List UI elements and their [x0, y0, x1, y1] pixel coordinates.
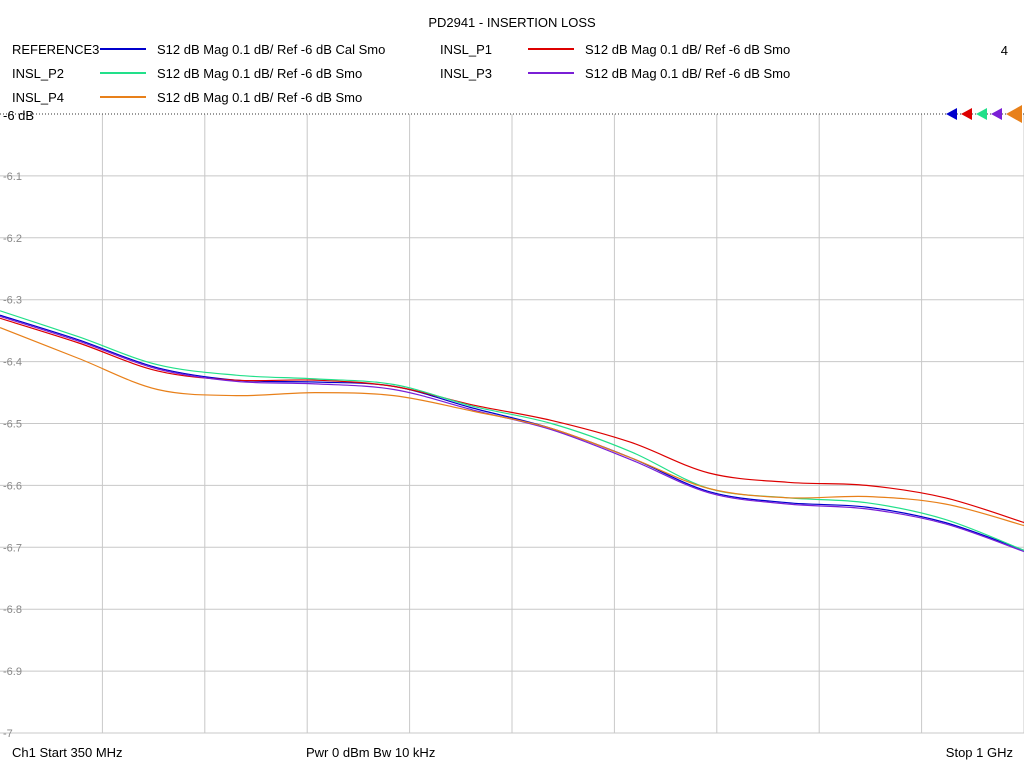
y-tick-label: -6.4 [3, 357, 22, 369]
ref-marker [961, 108, 972, 120]
y-tick-label: -6.9 [3, 666, 22, 678]
legend-series-name: INSL_P1 [440, 42, 492, 57]
trace-line [0, 317, 1024, 524]
y-tick-label: -6.8 [3, 604, 22, 616]
legend-series-name: INSL_P4 [12, 90, 64, 105]
legend-series-desc: S12 dB Mag 0.1 dB/ Ref -6 dB Smo [157, 66, 362, 81]
legend-series-desc: S12 dB Mag 0.1 dB/ Ref -6 dB Smo [585, 42, 790, 57]
y-tick-label: -6.5 [3, 419, 22, 431]
legend-series-desc: S12 dB Mag 0.1 dB/ Ref -6 dB Smo [157, 90, 362, 105]
chart-title: PD2941 - INSERTION LOSS [428, 15, 596, 30]
trace-line [0, 314, 1024, 551]
y-tick-label: -6.1 [3, 171, 22, 183]
footer-stop: Stop 1 GHz [946, 745, 1013, 760]
ref-marker [1006, 105, 1022, 123]
y-tick-label: -6.2 [3, 233, 22, 245]
footer-center: Pwr 0 dBm Bw 10 kHz [306, 745, 435, 760]
legend-series-desc: S12 dB Mag 0.1 dB/ Ref -6 dB Smo [585, 66, 790, 81]
legend-series-name: REFERENCE3 [12, 42, 99, 57]
ref-marker [946, 108, 957, 120]
grid [0, 113, 1024, 734]
traces [0, 310, 1024, 553]
legend-series-name: INSL_P2 [12, 66, 64, 81]
legend-series-name: INSL_P3 [440, 66, 492, 81]
trace-line [0, 310, 1024, 551]
footer-start: Ch1 Start 350 MHz [12, 745, 123, 760]
legend: REFERENCE3 S12 dB Mag 0.1 dB/ Ref -6 dB C… [12, 42, 790, 105]
y-tick-label: -6.3 [3, 295, 22, 307]
y-tick-label: -6.7 [3, 542, 22, 554]
ref-marker [991, 108, 1002, 120]
ref-level-label: -6 dB [3, 108, 34, 123]
ref-marker [976, 108, 987, 120]
y-tick-label: -7 [3, 728, 13, 740]
trace-count: 4 [1001, 43, 1008, 58]
y-axis-ticks: -6.1 -6.2 -6.3 -6.4 -6.5 -6.6 -6.7 -6.8 -6.9 -7 [3, 171, 22, 740]
legend-series-desc: S12 dB Mag 0.1 dB/ Ref -6 dB Cal Smo [157, 42, 385, 57]
ref-markers [946, 105, 1022, 123]
trace-line [0, 327, 1024, 527]
y-tick-label: -6.6 [3, 480, 22, 492]
